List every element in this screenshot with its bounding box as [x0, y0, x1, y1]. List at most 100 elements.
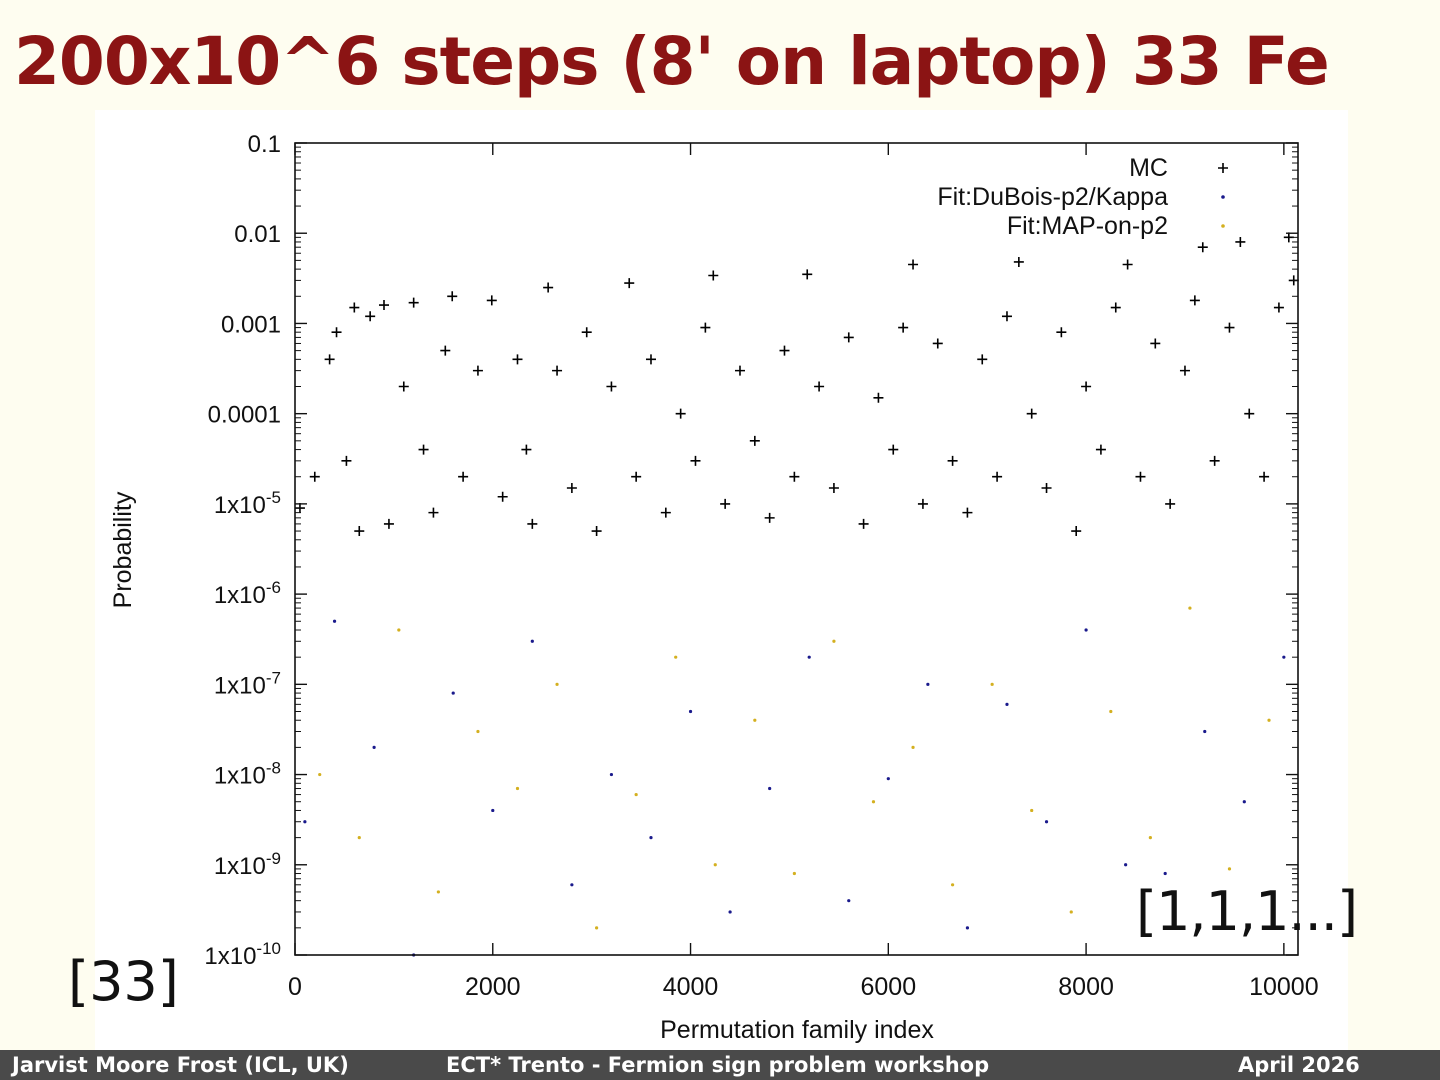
data-point	[947, 455, 958, 466]
x-tick-label: 10000	[1249, 973, 1319, 1001]
data-point	[354, 526, 365, 537]
plot-frame	[294, 142, 1299, 956]
data-point	[1273, 302, 1284, 313]
legend-entry-label: Fit:MAP-on-p2	[1007, 212, 1168, 240]
data-point	[341, 455, 352, 466]
data-point	[436, 890, 440, 894]
data-point	[832, 639, 836, 643]
data-point	[886, 777, 890, 781]
scatter-chart: 0 2000 4000 6000 8000 10000 0.1 0.01 0.001 0.0001…	[109, 131, 1319, 1044]
footer-bar: Jarvist Moore Frost (ICL, UK) ECT* Trent…	[0, 1050, 1440, 1080]
x-axis-label: Permutation family index	[660, 1016, 934, 1044]
legend-marker	[1221, 195, 1225, 199]
legend-entry-label: MC	[1129, 154, 1168, 182]
data-point	[303, 820, 307, 824]
y-tick-label: 0.01	[234, 221, 281, 248]
data-point	[349, 302, 360, 313]
series-mc	[294, 232, 1299, 537]
data-point	[1165, 498, 1176, 509]
y-tick-label: 1x10-9	[214, 849, 281, 880]
data-point	[1259, 471, 1270, 482]
data-point	[309, 471, 320, 482]
data-point	[977, 354, 988, 365]
data-point	[491, 808, 495, 813]
data-point	[1069, 910, 1073, 914]
data-point	[871, 800, 876, 804]
points-layer	[294, 232, 1299, 957]
data-point	[807, 655, 811, 659]
data-point	[858, 518, 869, 529]
y-tick-label: 0.1	[248, 131, 281, 158]
data-point	[728, 910, 732, 914]
data-point	[1227, 867, 1232, 871]
data-point	[828, 483, 839, 494]
footer-author: Jarvist Moore Frost (ICL, UK)	[12, 1053, 349, 1077]
data-point	[515, 786, 520, 791]
footer-date: April 2026	[1238, 1053, 1360, 1077]
data-point	[331, 327, 342, 338]
reference-right-label: [1,1,1...]	[1136, 880, 1358, 943]
data-point	[324, 354, 335, 365]
data-point	[645, 354, 656, 365]
data-point	[1071, 526, 1082, 537]
y-tick-label: 1x10-8	[214, 759, 281, 790]
data-point	[660, 507, 671, 518]
data-point	[708, 270, 719, 281]
data-point	[1189, 295, 1200, 306]
data-point	[814, 381, 825, 392]
data-point	[965, 926, 970, 930]
data-point	[458, 471, 469, 482]
data-point	[1235, 236, 1246, 247]
data-point	[530, 639, 534, 643]
x-tick-label: 0	[288, 973, 302, 1001]
data-point	[440, 345, 451, 356]
data-point	[1005, 702, 1009, 706]
data-point	[843, 332, 854, 343]
footer-event: ECT* Trento - Fermion sign problem works…	[446, 1053, 990, 1077]
data-point	[1095, 444, 1106, 455]
legend-marker	[1221, 224, 1225, 228]
data-point	[1026, 408, 1037, 419]
data-point	[713, 863, 717, 867]
data-point	[1267, 718, 1271, 722]
data-point	[591, 526, 602, 537]
series-fit-map-on-p2	[318, 606, 1271, 930]
data-point	[357, 836, 361, 840]
data-point	[990, 682, 994, 686]
y-tick-label: 0.0001	[208, 402, 281, 429]
legend-marker	[1218, 163, 1228, 173]
data-point	[1242, 800, 1246, 804]
data-point	[1197, 242, 1208, 253]
data-point	[1163, 871, 1167, 876]
data-point	[1150, 338, 1161, 349]
data-point	[472, 365, 483, 376]
data-point	[908, 259, 919, 270]
data-point	[1013, 256, 1024, 267]
data-point	[408, 297, 419, 308]
data-point	[372, 745, 376, 749]
data-point	[512, 354, 523, 365]
data-point	[1282, 655, 1286, 659]
data-point	[1030, 808, 1034, 813]
data-point	[318, 772, 322, 777]
data-point	[527, 518, 538, 529]
data-point	[926, 682, 930, 686]
data-point	[1209, 455, 1220, 466]
series-fit-dubois-p2-kappa	[303, 619, 1286, 957]
data-point	[1188, 606, 1192, 610]
data-point	[764, 512, 775, 523]
data-point	[1056, 327, 1067, 338]
data-point	[720, 498, 731, 509]
data-point	[932, 338, 943, 349]
data-point	[873, 392, 884, 403]
data-point	[992, 471, 1003, 482]
data-point	[898, 322, 909, 333]
data-point	[555, 682, 559, 686]
data-point	[486, 295, 497, 306]
data-point	[674, 655, 678, 659]
data-point	[768, 786, 772, 791]
data-point	[451, 691, 455, 695]
data-point	[624, 278, 635, 289]
data-point	[734, 365, 745, 376]
